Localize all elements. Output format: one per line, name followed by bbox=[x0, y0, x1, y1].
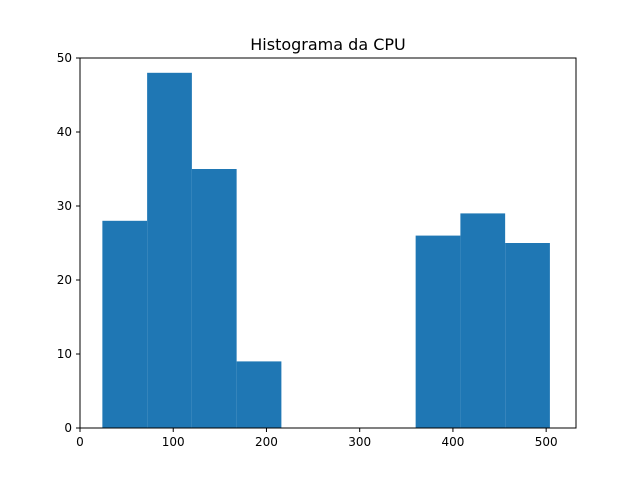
x-tick-label: 500 bbox=[535, 435, 558, 449]
x-tick-label: 0 bbox=[76, 435, 84, 449]
y-tick-label: 20 bbox=[57, 273, 72, 287]
y-tick-label: 50 bbox=[57, 51, 72, 65]
x-axis: 0 100 200 300 400 500 bbox=[76, 428, 558, 449]
y-tick-label: 30 bbox=[57, 199, 72, 213]
y-tick-label: 40 bbox=[57, 125, 72, 139]
histogram-bar-7 bbox=[415, 235, 461, 428]
x-tick-label: 200 bbox=[255, 435, 278, 449]
y-axis: 0 10 20 30 40 50 bbox=[57, 51, 80, 435]
y-tick-label: 10 bbox=[57, 347, 72, 361]
x-tick-label: 400 bbox=[441, 435, 464, 449]
bars-group bbox=[102, 72, 550, 429]
x-tick-label: 100 bbox=[162, 435, 185, 449]
x-tick-label: 300 bbox=[348, 435, 371, 449]
histogram-bar-3 bbox=[236, 361, 282, 428]
histogram-bar-9 bbox=[505, 243, 550, 428]
histogram-bar-0 bbox=[102, 220, 148, 428]
histogram-bar-8 bbox=[460, 213, 506, 428]
plot-frame bbox=[79, 57, 577, 429]
chart-title: Histograma da CPU bbox=[250, 35, 405, 54]
histogram-bar-1 bbox=[147, 72, 192, 429]
y-tick-label: 0 bbox=[64, 421, 72, 435]
histogram-bar-2 bbox=[191, 169, 237, 428]
